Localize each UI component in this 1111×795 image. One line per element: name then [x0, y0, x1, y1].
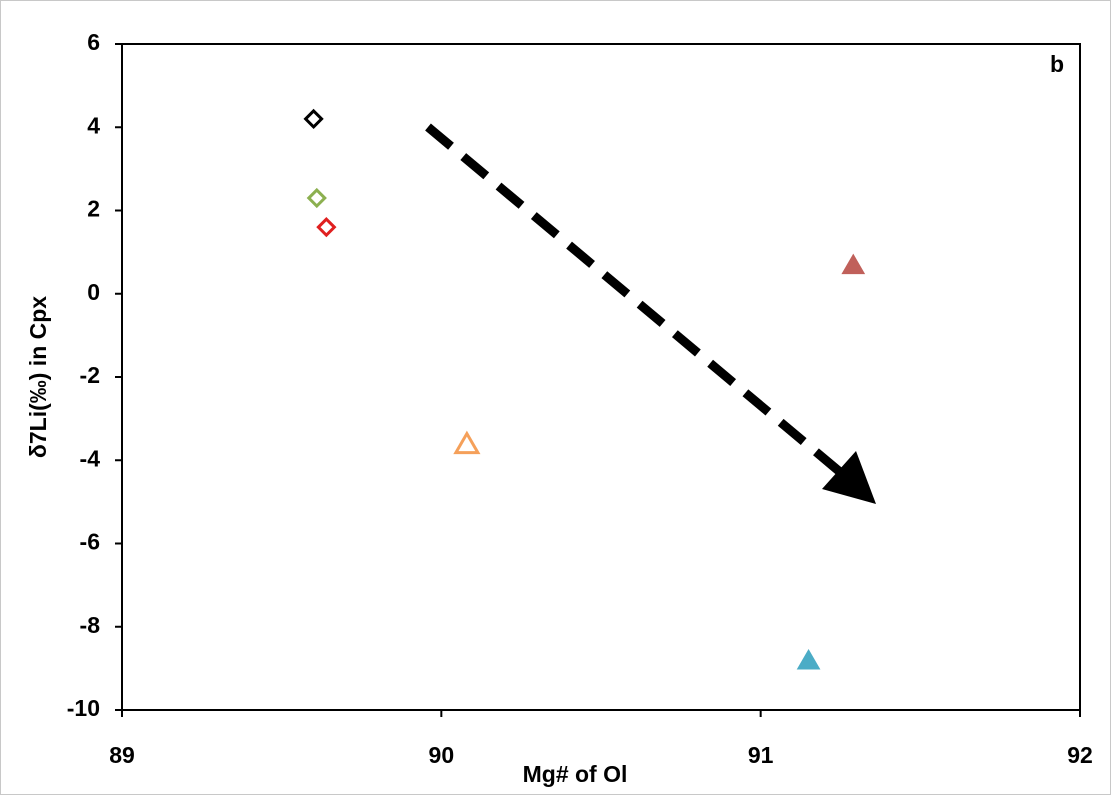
y-tick-label: -2	[80, 362, 100, 388]
y-tick-label: 0	[87, 279, 100, 305]
y-tick-label: -10	[67, 695, 100, 721]
panel-label: b	[1050, 51, 1064, 77]
y-tick-label: 2	[87, 196, 100, 222]
point	[453, 430, 481, 455]
x-axis-label: Mg# of Ol	[523, 761, 628, 787]
arrow-head	[822, 451, 876, 504]
x-tick-label: 90	[429, 742, 455, 768]
y-tick-label: -8	[80, 612, 101, 638]
point	[841, 253, 866, 275]
point	[316, 217, 337, 238]
trend-arrow	[425, 123, 876, 504]
y-tick-label: -6	[80, 529, 100, 555]
y-tick-label: 6	[87, 29, 100, 55]
x-tick-label: 91	[748, 742, 774, 768]
point	[306, 187, 327, 209]
x-tick-label: 89	[109, 742, 135, 768]
point	[796, 649, 821, 670]
x-tick-label: 92	[1067, 742, 1093, 768]
point	[303, 108, 324, 130]
y-axis-label: δ7Li(‰) in Cpx	[25, 296, 51, 458]
y-tick-label: 4	[87, 112, 100, 138]
y-tick-label: -4	[80, 445, 101, 471]
